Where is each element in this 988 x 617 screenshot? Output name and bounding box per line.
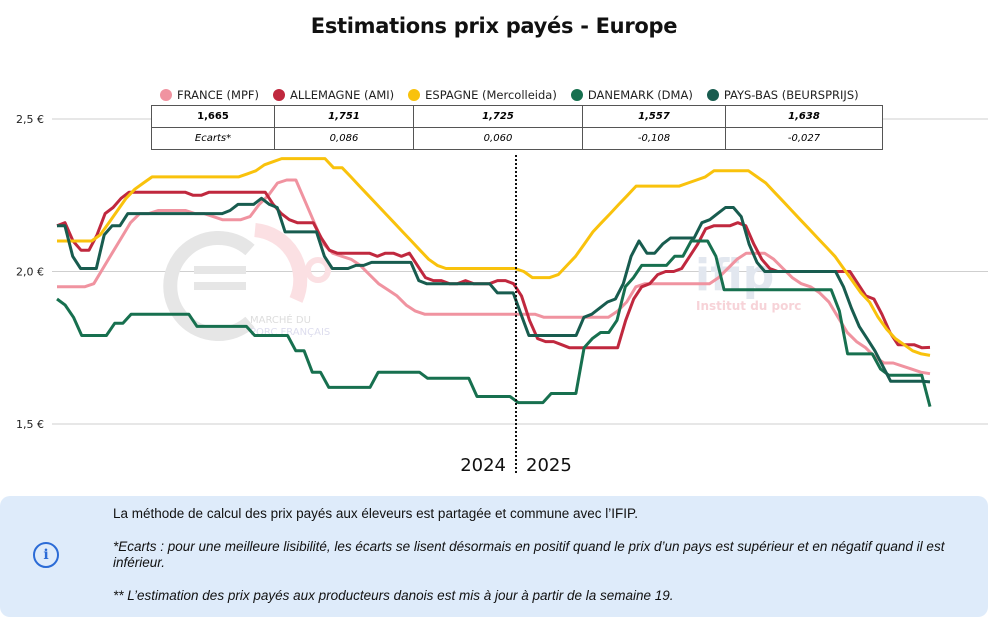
series-line-espagne <box>57 157 931 357</box>
value-france: 1,665 <box>151 105 275 128</box>
legend-label: PAYS-BAS (BEURSPRIJS) <box>723 88 859 102</box>
legend-item-danemark[interactable]: DANEMARK (DMA) <box>570 88 693 102</box>
watermark-text-1: MARCHÉ DU <box>250 313 311 326</box>
ecart-danemark: -0,108 <box>582 127 726 150</box>
series-line-pays-bas <box>57 196 931 384</box>
info-line-2: *Ecarts : pour une meilleure lisibilité,… <box>113 539 945 570</box>
info-icon: i <box>33 542 59 568</box>
legend-dot <box>160 89 172 101</box>
ifip-watermark: ifip Institut du porc <box>695 250 801 313</box>
year-label-2024: 2024 <box>460 455 506 476</box>
year-label-2025: 2025 <box>526 455 572 476</box>
value-danemark: 1,557 <box>582 105 726 128</box>
p-watermark-loop <box>305 257 331 283</box>
ecarts-row: Ecarts* 0,086 0,060 -0,108 -0,027 <box>151 127 883 150</box>
legend: FRANCE (MPF) ALLEMAGNE (AMI) ESPAGNE (Me… <box>160 88 859 102</box>
legend-dot <box>570 89 583 101</box>
legend-dot <box>273 89 286 101</box>
p-watermark-icon <box>254 223 308 303</box>
legend-item-france[interactable]: FRANCE (MPF) <box>160 88 259 102</box>
y-tick-label: 2,0 € <box>16 266 44 279</box>
info-line-1: La méthode de calcul des prix payés aux … <box>113 506 639 521</box>
ecart-pays-bas: -0,027 <box>725 127 883 150</box>
legend-label: FRANCE (MPF) <box>177 88 260 102</box>
value-pays-bas: 1,638 <box>725 105 883 128</box>
line-chart: 2,5 €2,0 €1,5 € MARCHÉ DU PORC FRANÇAIS … <box>16 113 988 476</box>
value-allemagne: 1,751 <box>274 105 414 128</box>
legend-dot <box>706 89 719 101</box>
legend-item-allemagne[interactable]: ALLEMAGNE (AMI) <box>273 88 394 102</box>
legend-dot <box>408 89 421 101</box>
watermark-text-2: PORC FRANÇAIS <box>250 327 330 338</box>
ecart-allemagne: 0,086 <box>274 127 414 150</box>
legend-item-pays-bas[interactable]: PAYS-BAS (BEURSPRIJS) <box>706 88 859 102</box>
ifip-text: Institut du porc <box>696 299 801 313</box>
info-panel: i La méthode de calcul des prix payés au… <box>0 496 988 617</box>
y-tick-label: 2,5 € <box>16 113 44 126</box>
value-espagne: 1,725 <box>413 105 583 128</box>
legend-label: ALLEMAGNE (AMI) <box>290 88 395 102</box>
euro-watermark-bar-bottom <box>194 282 246 290</box>
legend-label: DANEMARK (DMA) <box>587 88 693 102</box>
chart-title: Estimations prix payés - Europe <box>310 14 678 38</box>
y-tick-label: 1,5 € <box>16 418 44 431</box>
legend-label: ESPAGNE (Mercolleida) <box>425 88 557 102</box>
info-line-3: ** L’estimation des prix payés aux produ… <box>113 588 674 603</box>
legend-item-espagne[interactable]: ESPAGNE (Mercolleida) <box>408 88 557 102</box>
values-table: 1,665 1,751 1,725 1,557 1,638 Ecarts* 0,… <box>151 105 883 150</box>
series-line-danemark <box>56 239 932 407</box>
ecarts-label: Ecarts* <box>151 127 275 150</box>
euro-watermark-bar-top <box>194 266 246 274</box>
series-line-france <box>57 178 931 376</box>
euro-watermark-icon <box>163 231 255 341</box>
ecart-espagne: 0,060 <box>413 127 583 150</box>
marche-du-porc-watermark: MARCHÉ DU PORC FRANÇAIS <box>163 223 331 341</box>
current-values-row: 1,665 1,751 1,725 1,557 1,638 <box>151 105 883 128</box>
